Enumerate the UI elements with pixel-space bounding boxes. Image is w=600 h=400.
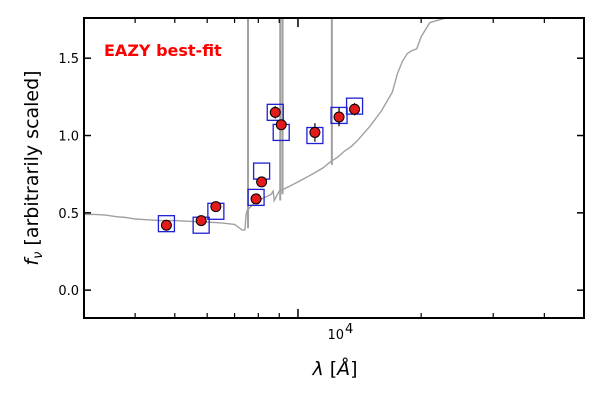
observed-point bbox=[195, 215, 207, 227]
y-tick-label: 0.0 bbox=[58, 284, 79, 299]
plot-area: 0.0 0.5 1.0 1.5 bbox=[58, 17, 585, 319]
observed-point bbox=[256, 176, 268, 188]
annotation-label: EAZY best-fit bbox=[104, 41, 222, 60]
plot-frame bbox=[83, 17, 585, 319]
y-axis-label: fν [arbitrarily scaled] bbox=[21, 70, 46, 265]
y-axis-subscript: ν bbox=[31, 252, 46, 259]
y-tick-label: 1.0 bbox=[58, 130, 79, 145]
x-axis-label: λ [Å] bbox=[311, 357, 357, 380]
observed-point bbox=[275, 119, 287, 131]
x-tick-label-base: 10 bbox=[327, 328, 344, 343]
y-tick-label: 0.5 bbox=[58, 207, 79, 222]
y-axis-symbol: f bbox=[21, 256, 43, 266]
model-photometry-box bbox=[247, 188, 265, 207]
x-axis-unit: Å bbox=[335, 357, 350, 380]
observed-point bbox=[250, 193, 262, 205]
model-photometry-box bbox=[157, 215, 176, 233]
observed-point bbox=[333, 111, 345, 123]
model-spectrum-line bbox=[84, 17, 461, 231]
x-tick-label-exponent: 4 bbox=[345, 322, 353, 337]
observed-point bbox=[349, 103, 361, 115]
observed-point bbox=[160, 219, 172, 231]
observed-point bbox=[269, 106, 281, 118]
y-axis-text: [arbitrarily scaled] bbox=[21, 70, 43, 245]
observed-point bbox=[309, 126, 321, 138]
model-photometry-box bbox=[266, 103, 284, 121]
x-axis-symbol: λ bbox=[311, 358, 323, 380]
y-tick-label: 1.5 bbox=[58, 52, 79, 67]
observed-point bbox=[210, 201, 222, 213]
